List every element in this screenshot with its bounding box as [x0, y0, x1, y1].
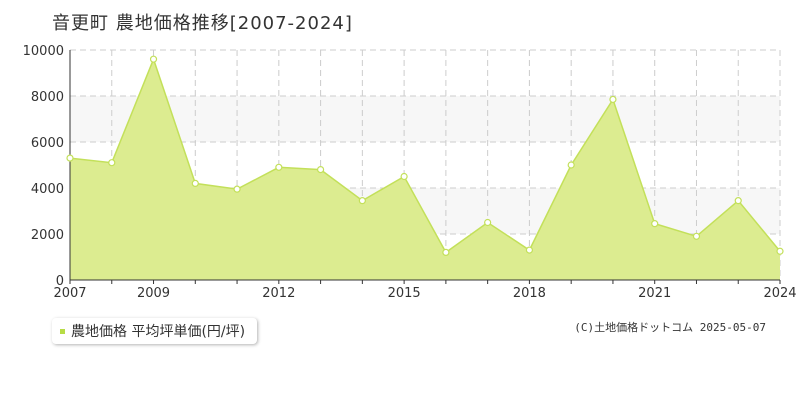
- y-tick-label: 0: [56, 274, 64, 289]
- data-point: [316, 166, 325, 174]
- y-tick-label: 6000: [31, 136, 64, 151]
- data-point: [609, 95, 617, 104]
- data-point: [149, 55, 158, 63]
- chart-title: 音更町 農地価格推移[2007-2024]: [52, 13, 353, 34]
- x-tick-label: 2021: [638, 286, 671, 301]
- legend: 農地価格 平均坪単価(円/坪): [52, 318, 258, 344]
- data-point: [442, 248, 450, 256]
- data-point: [567, 161, 575, 169]
- y-tick-label: 8000: [31, 90, 64, 105]
- data-point: [776, 247, 784, 255]
- y-tick-label: 2000: [31, 228, 64, 243]
- data-point: [484, 218, 492, 227]
- data-point: [734, 197, 742, 205]
- x-tick-label: 2012: [262, 286, 295, 301]
- series-line: [69, 57, 781, 254]
- x-tick-label: 2024: [763, 286, 796, 301]
- data-point: [66, 154, 74, 162]
- x-tick-label: 2007: [53, 286, 86, 301]
- data-point: [108, 159, 116, 167]
- data-point: [275, 163, 283, 171]
- x-tick-label: 2015: [388, 286, 421, 301]
- legend-marker-icon: [60, 328, 65, 334]
- copyright-text: (C)土地価格ドットコム 2025-05-07: [574, 321, 766, 334]
- data-point: [692, 232, 701, 240]
- y-tick-label: 4000: [31, 182, 64, 197]
- data-point: [651, 220, 659, 228]
- x-tick-label: 2018: [513, 286, 546, 301]
- x-tick-label: 2009: [137, 286, 170, 301]
- data-point: [400, 172, 408, 181]
- data-point: [191, 179, 199, 187]
- legend-label: 農地価格 平均坪単価(円/坪): [71, 324, 246, 340]
- data-point: [358, 197, 366, 205]
- data-point: [525, 246, 534, 254]
- grid-band: [70, 96, 780, 142]
- y-tick-label: 10000: [23, 44, 64, 59]
- series-area: [70, 59, 780, 281]
- data-point: [233, 185, 241, 193]
